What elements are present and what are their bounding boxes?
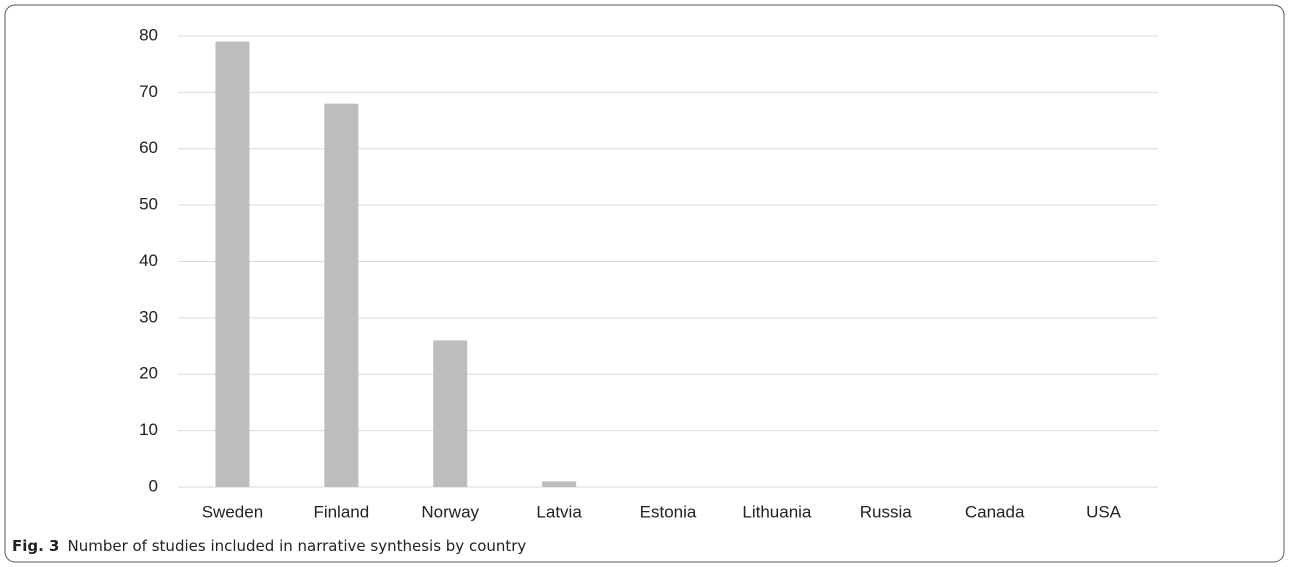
bar bbox=[433, 340, 468, 487]
y-tick-label: 0 bbox=[149, 476, 158, 495]
x-tick-label: Sweden bbox=[202, 502, 263, 521]
y-tick-label: 80 bbox=[139, 25, 158, 44]
figure-frame bbox=[4, 4, 1285, 563]
y-tick-label: 30 bbox=[139, 307, 158, 326]
y-tick-label: 60 bbox=[139, 138, 158, 157]
x-tick-label: Latvia bbox=[536, 502, 582, 521]
x-tick-label: Canada bbox=[965, 502, 1025, 521]
x-tick-label: Norway bbox=[421, 502, 479, 521]
y-tick-label: 20 bbox=[139, 364, 158, 383]
bar bbox=[324, 103, 359, 488]
x-tick-label: Lithuania bbox=[742, 502, 812, 521]
caption-text: Number of studies included in narrative … bbox=[67, 537, 526, 555]
bar bbox=[542, 481, 577, 487]
x-tick-label: Estonia bbox=[640, 502, 697, 521]
caption-label: Fig. 3 bbox=[12, 537, 59, 555]
y-tick-label: 70 bbox=[139, 82, 158, 101]
caption: Fig. 3 Number of studies included in narr… bbox=[12, 537, 526, 555]
x-tick-label: Finland bbox=[313, 502, 369, 521]
y-tick-label: 50 bbox=[139, 195, 158, 214]
x-tick-label: USA bbox=[1086, 502, 1122, 521]
y-tick-label: 40 bbox=[139, 251, 158, 270]
bar bbox=[215, 41, 250, 487]
y-tick-label: 10 bbox=[139, 420, 158, 439]
x-tick-label: Russia bbox=[860, 502, 913, 521]
